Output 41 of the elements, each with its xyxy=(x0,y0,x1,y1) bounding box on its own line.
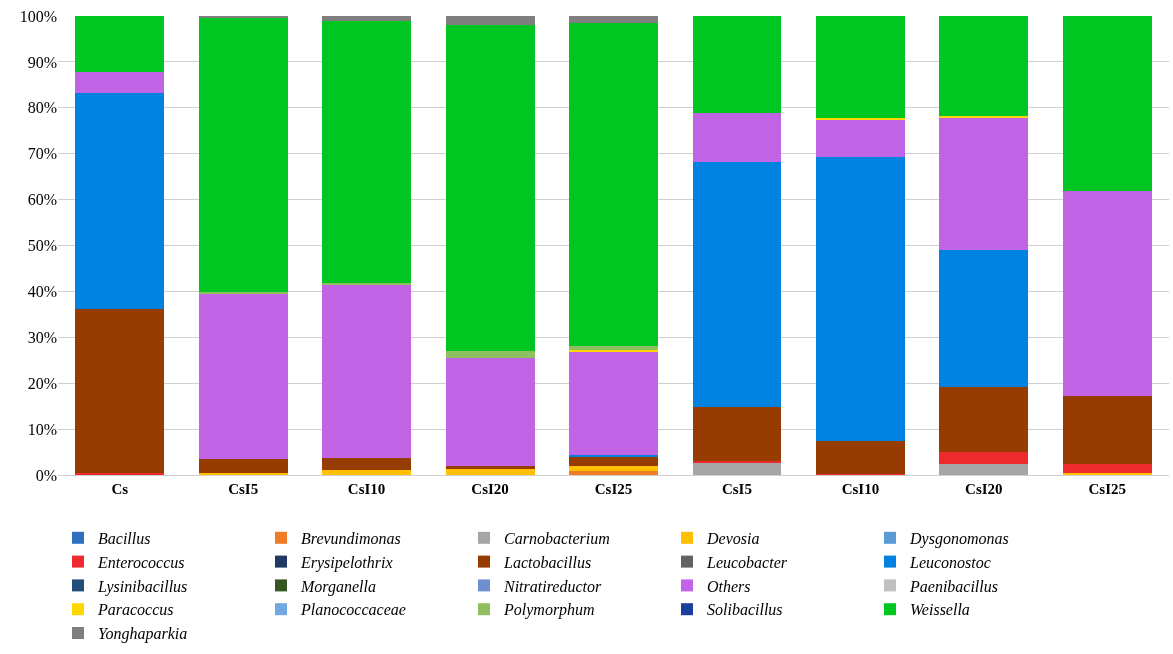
y-tick-label: 40% xyxy=(27,283,57,300)
legend-label: Polymorphum xyxy=(503,601,595,620)
legend-label: Planococcaceae xyxy=(300,601,406,619)
y-tick-label: 0% xyxy=(35,466,57,484)
x-tick-label: CsI10 xyxy=(841,481,880,497)
y-tick-label: 20% xyxy=(27,374,57,392)
legend-label: Leuconostoc xyxy=(909,553,991,571)
legend-label: Morganella xyxy=(300,577,376,596)
legend-label: Enterococcus xyxy=(97,553,185,571)
x-tick-label: CsI20 xyxy=(471,481,509,497)
legend-label: Paenibacillus xyxy=(909,577,998,595)
legend-label: Leucobacter xyxy=(706,553,788,571)
legend-label: Lactobacillus xyxy=(503,553,592,571)
legend-label: Bacillus xyxy=(98,530,151,548)
legend-label: Weissella xyxy=(910,601,970,619)
legend-label: Devosia xyxy=(706,530,760,548)
x-tick-label: CsI5 xyxy=(228,481,259,497)
legend-label: Nitratireductor xyxy=(503,577,602,595)
y-tick-label: 100% xyxy=(19,7,57,25)
legend-label: Lysinibacillus xyxy=(97,577,188,596)
x-tick-label: CsI10 xyxy=(347,481,386,497)
legend-label: Erysipelothrix xyxy=(300,553,393,572)
x-tick-label: CsI25 xyxy=(594,481,633,497)
x-tick-label: CsI25 xyxy=(1088,481,1127,497)
x-tick-label: CsI20 xyxy=(965,481,1003,497)
y-tick-label: 10% xyxy=(27,420,57,438)
y-tick-label: 80% xyxy=(27,99,57,117)
x-tick-label: CsI5 xyxy=(721,481,752,497)
x-tick-label: Cs xyxy=(111,481,129,497)
y-tick-label: 90% xyxy=(27,53,57,71)
legend-label: Carnobacterium xyxy=(504,530,610,548)
legend-label: Solibacillus xyxy=(707,601,783,619)
legend-label: Paracoccus xyxy=(97,601,174,619)
y-tick-label: 60% xyxy=(27,191,57,209)
y-tick-label: 30% xyxy=(27,328,57,346)
y-tick-label: 50% xyxy=(27,237,57,255)
legend-label: Brevundimonas xyxy=(301,530,401,548)
legend-label: Others xyxy=(707,577,751,595)
legend-label: Dysgonomonas xyxy=(909,530,1009,549)
legend-label: Yonghaparkia xyxy=(98,625,188,644)
y-tick-label: 70% xyxy=(27,145,57,163)
